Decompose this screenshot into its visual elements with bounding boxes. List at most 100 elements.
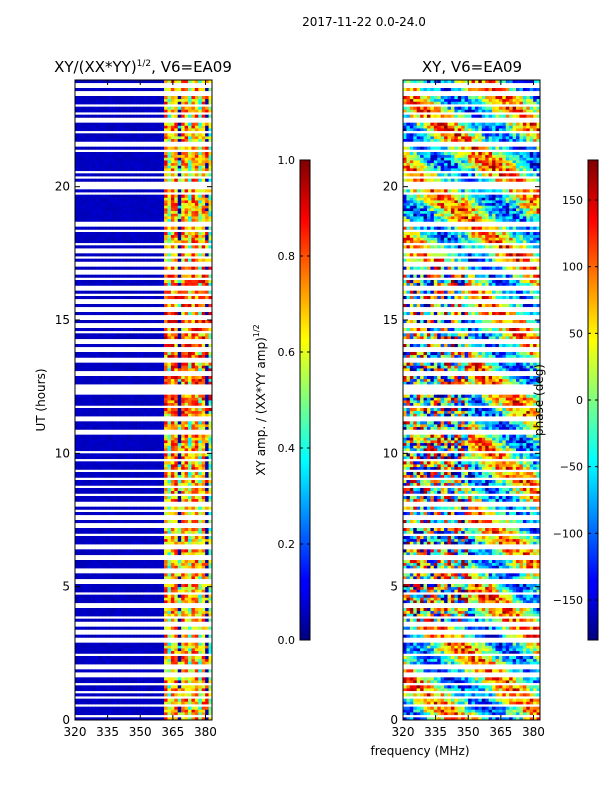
heatmap-cell [88,482,93,486]
heatmap-cell [153,560,158,564]
heatmap-cell [122,448,127,452]
heatmap-cell [177,394,182,398]
heatmap-cell [136,394,141,398]
heatmap-cell [174,656,179,660]
heatmap-cell [129,656,134,660]
heatmap-cell [181,658,185,662]
heatmap-cell [177,488,182,492]
heatmap-cell [167,528,172,532]
heatmap-cell [95,173,100,177]
heatmap-cell [184,506,189,510]
heatmap-cell [92,320,96,324]
heatmap-cell [136,650,141,654]
heatmap-cell [194,618,199,622]
heatmap-cell [167,344,172,348]
heatmap-cell [92,426,96,430]
heatmap-cell [95,648,100,652]
heatmap-cell [102,589,107,593]
heatmap-cell [136,618,141,622]
heatmap-cell [143,232,148,236]
heatmap-cell [81,218,86,222]
heatmap-cell [177,365,182,369]
heatmap-cell [88,498,93,502]
heatmap-cell [81,421,86,425]
heatmap-cell [181,698,185,702]
heatmap-cell [105,480,110,484]
heatmap-cell [136,474,141,478]
heatmap-cell [164,712,168,716]
heatmap-cell [150,456,155,460]
heatmap-cell [184,394,189,398]
heatmap-cell [184,706,189,710]
heatmap-cell [126,698,131,702]
heatmap-cell [112,565,117,569]
heatmap-cell [105,613,110,617]
heatmap-cell [160,645,165,649]
heatmap-cell [191,216,196,220]
heatmap-cell [150,426,155,430]
heatmap-cell [188,421,192,425]
heatmap-cell [140,280,144,284]
heatmap-cell [102,490,107,494]
heatmap-cell [177,253,182,257]
heatmap-cell [98,178,103,182]
heatmap-cell [170,440,175,444]
heatmap-cell [191,701,196,705]
heatmap-cell [188,608,192,612]
heatmap-cell [153,280,158,284]
heatmap-cell [181,336,185,340]
heatmap-cell [167,240,172,244]
heatmap-cell [78,368,83,372]
heatmap-cell [81,426,86,430]
heatmap-cell [150,688,155,692]
heatmap-cell [92,480,96,484]
heatmap-cell [191,245,196,249]
heatmap-cell [133,541,138,545]
heatmap-cell [150,496,155,500]
heatmap-cell [174,466,179,470]
heatmap-cell [75,162,79,166]
heatmap-cell [88,594,93,598]
heatmap-cell [119,280,124,284]
heatmap-cell [75,693,79,697]
heatmap-cell [126,584,131,588]
heatmap-cell [170,618,175,622]
heatmap-cell [116,597,120,601]
heatmap-cell [177,453,182,457]
heatmap-cell [150,610,155,614]
heatmap-cell [95,336,100,340]
heatmap-cell [78,173,83,177]
heatmap-cell [85,589,90,593]
heatmap-cell [136,168,141,172]
heatmap-cell [81,472,86,476]
heatmap-cell [136,656,141,660]
heatmap-cell [92,216,96,220]
heatmap-cell [153,706,158,710]
heatmap-cell [129,394,134,398]
heatmap-cell [164,608,168,612]
heatmap-cell [177,333,182,337]
heatmap-cell [184,304,189,308]
heatmap-cell [208,488,213,492]
heatmap-cell [122,677,127,681]
heatmap-cell [92,282,96,286]
heatmap-cell [122,437,127,441]
heatmap-cell [119,402,124,406]
heatmap-cell [188,589,192,593]
heatmap-cell [126,693,131,697]
heatmap-cell [198,290,203,294]
heatmap-cell [129,549,134,553]
heatmap-cell [170,560,175,564]
heatmap-cell [129,362,134,366]
heatmap-cell [133,584,138,588]
heatmap-cell [105,240,110,244]
heatmap-cell [194,536,199,540]
heatmap-cell [170,344,175,348]
heatmap-cell [136,354,141,358]
heatmap-cell [116,565,120,569]
heatmap-cell [146,253,151,257]
heatmap-cell [116,650,120,654]
heatmap-cell [191,565,196,569]
heatmap-cell [177,434,182,438]
heatmap-cell [146,634,151,638]
